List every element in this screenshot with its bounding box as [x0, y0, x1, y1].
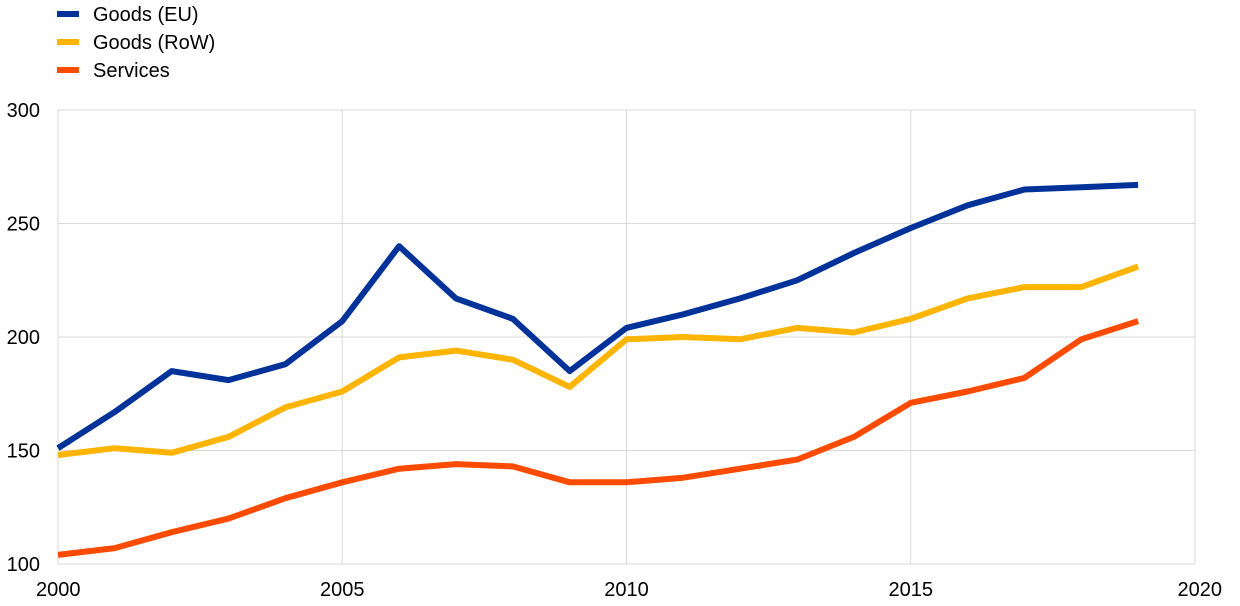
x-tick-label: 2010 — [604, 579, 649, 601]
data-point — [1024, 377, 1025, 378]
y-axis-tick-labels: 100 150 200 250 300 — [7, 100, 40, 576]
x-tick-label: 2005 — [320, 579, 365, 601]
data-point — [910, 402, 911, 403]
data-point — [569, 482, 570, 483]
data-point — [455, 298, 456, 299]
series-line-services — [57, 318, 1140, 558]
data-point — [797, 327, 798, 328]
data-point — [1138, 184, 1139, 185]
y-tick-label: 100 — [7, 554, 40, 576]
data-point — [58, 448, 59, 449]
data-point — [342, 321, 343, 322]
data-point — [1081, 339, 1082, 340]
x-tick-label: 2000 — [36, 579, 81, 601]
y-tick-label: 250 — [7, 214, 40, 236]
data-point — [1024, 189, 1025, 190]
data-point — [399, 468, 400, 469]
data-point — [1138, 266, 1139, 267]
data-point — [853, 436, 854, 437]
data-point — [569, 386, 570, 387]
legend: Goods (EU) Goods (RoW) Services — [57, 4, 215, 82]
data-point — [228, 380, 229, 381]
y-tick-label: 150 — [7, 441, 40, 463]
data-point — [342, 391, 343, 392]
data-point — [114, 411, 115, 412]
data-point — [740, 339, 741, 340]
data-point — [1081, 287, 1082, 288]
x-tick-label: 2015 — [889, 579, 934, 601]
data-point — [967, 298, 968, 299]
data-point — [228, 518, 229, 519]
data-point — [512, 359, 513, 360]
data-point — [740, 468, 741, 469]
data-point — [740, 298, 741, 299]
x-axis-tick-labels: 2000 2005 2010 2015 2020 — [36, 579, 1222, 601]
y-tick-label: 300 — [7, 100, 40, 122]
data-point — [626, 339, 627, 340]
data-point — [114, 548, 115, 549]
legend-label: Goods (EU) — [93, 4, 199, 26]
data-point — [1024, 287, 1025, 288]
data-point — [455, 350, 456, 351]
series-line-goods-row — [57, 263, 1140, 458]
data-point — [853, 253, 854, 254]
data-point — [58, 455, 59, 456]
series-lines — [56, 181, 1140, 558]
data-point — [967, 391, 968, 392]
legend-label: Services — [93, 60, 170, 82]
data-point — [683, 337, 684, 338]
data-point — [967, 205, 968, 206]
data-point — [1081, 187, 1082, 188]
data-point — [171, 371, 172, 372]
data-point — [171, 452, 172, 453]
data-point — [512, 466, 513, 467]
data-point — [797, 280, 798, 281]
data-point — [910, 318, 911, 319]
data-point — [228, 436, 229, 437]
y-tick-label: 200 — [7, 327, 40, 349]
data-point — [626, 482, 627, 483]
data-point — [910, 228, 911, 229]
data-point — [342, 482, 343, 483]
data-point — [683, 477, 684, 478]
data-point — [455, 464, 456, 465]
data-point — [399, 246, 400, 247]
data-point — [171, 532, 172, 533]
legend-label: Goods (RoW) — [93, 32, 215, 54]
data-point — [797, 459, 798, 460]
data-point — [399, 357, 400, 358]
data-point — [285, 498, 286, 499]
data-point — [512, 318, 513, 319]
data-point — [114, 448, 115, 449]
data-point — [626, 327, 627, 328]
series-line-goods-eu — [56, 181, 1139, 451]
x-tick-label: 2020 — [1178, 579, 1223, 601]
data-point — [853, 332, 854, 333]
data-point — [683, 314, 684, 315]
data-point — [285, 407, 286, 408]
data-point — [1138, 321, 1139, 322]
data-point — [569, 371, 570, 372]
data-point — [285, 364, 286, 365]
data-point — [58, 554, 59, 555]
